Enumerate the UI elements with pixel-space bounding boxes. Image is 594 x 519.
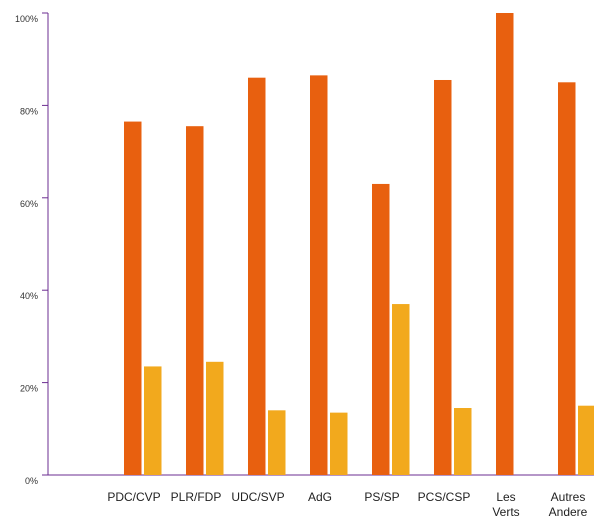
x-tick-label: Autres Andere — [549, 490, 588, 519]
x-tick-label-line: PCS/CSP — [418, 490, 471, 504]
x-tick-label: PDC/CVP — [107, 490, 160, 504]
x-tick-label-line: PS/SP — [364, 490, 399, 504]
x-tick-label: UDC/SVP — [231, 490, 284, 504]
x-tick-label: AdG — [308, 490, 332, 504]
bar-les-verts-series-1 — [496, 13, 514, 475]
y-tick-label: 20% — [20, 384, 38, 394]
x-tick-label-line: AdG — [308, 490, 332, 504]
category-labels: PDC/CVP PLR/FDP UDC/SVP AdG PS/SP PCS/CSP Les V… — [107, 490, 587, 519]
x-tick-label: PLR/FDP — [171, 490, 222, 504]
x-tick-label: PS/SP — [364, 490, 399, 504]
x-tick-label-line: Andere — [549, 505, 588, 519]
bar-ps-sp-series-1 — [372, 183, 390, 475]
y-axis: 0% 20% 40% 60% 80% 100% — [15, 12, 49, 486]
bar-udc-svp-series-1 — [248, 77, 266, 476]
x-tick-label: Les Verts — [492, 490, 519, 519]
bar-adg-series-1 — [310, 75, 328, 476]
bar-pcs-csp-series-1 — [434, 79, 452, 476]
x-tick-label-line: Les — [496, 490, 515, 504]
bar-autres-andere-series-2 — [578, 405, 594, 475]
bar-pcs-csp-series-2 — [454, 408, 472, 475]
x-tick-label-line: UDC/SVP — [231, 490, 284, 504]
y-tick-label: 40% — [20, 291, 38, 301]
bar-udc-svp-series-2 — [268, 410, 286, 475]
y-tick-label: 100% — [15, 14, 38, 24]
bar-plr-fdp-series-1 — [186, 126, 204, 475]
bar-autres-andere-series-1 — [558, 82, 576, 476]
bar-ps-sp-series-2 — [392, 304, 410, 475]
x-tick-label-line: PDC/CVP — [107, 490, 160, 504]
x-tick-label-line: Autres — [551, 490, 586, 504]
y-tick-label: 60% — [20, 199, 38, 209]
x-tick-label-line: Verts — [492, 505, 519, 519]
bars — [124, 13, 594, 476]
bar-pdc-cvp-series-1 — [124, 121, 142, 475]
x-tick-label-line: PLR/FDP — [171, 490, 222, 504]
bar-plr-fdp-series-2 — [206, 361, 224, 475]
x-tick-label: PCS/CSP — [418, 490, 471, 504]
y-tick-label: 80% — [20, 106, 38, 116]
bar-pdc-cvp-series-2 — [144, 366, 162, 475]
y-tick-label: 0% — [25, 476, 38, 486]
bar-adg-series-2 — [330, 412, 348, 475]
